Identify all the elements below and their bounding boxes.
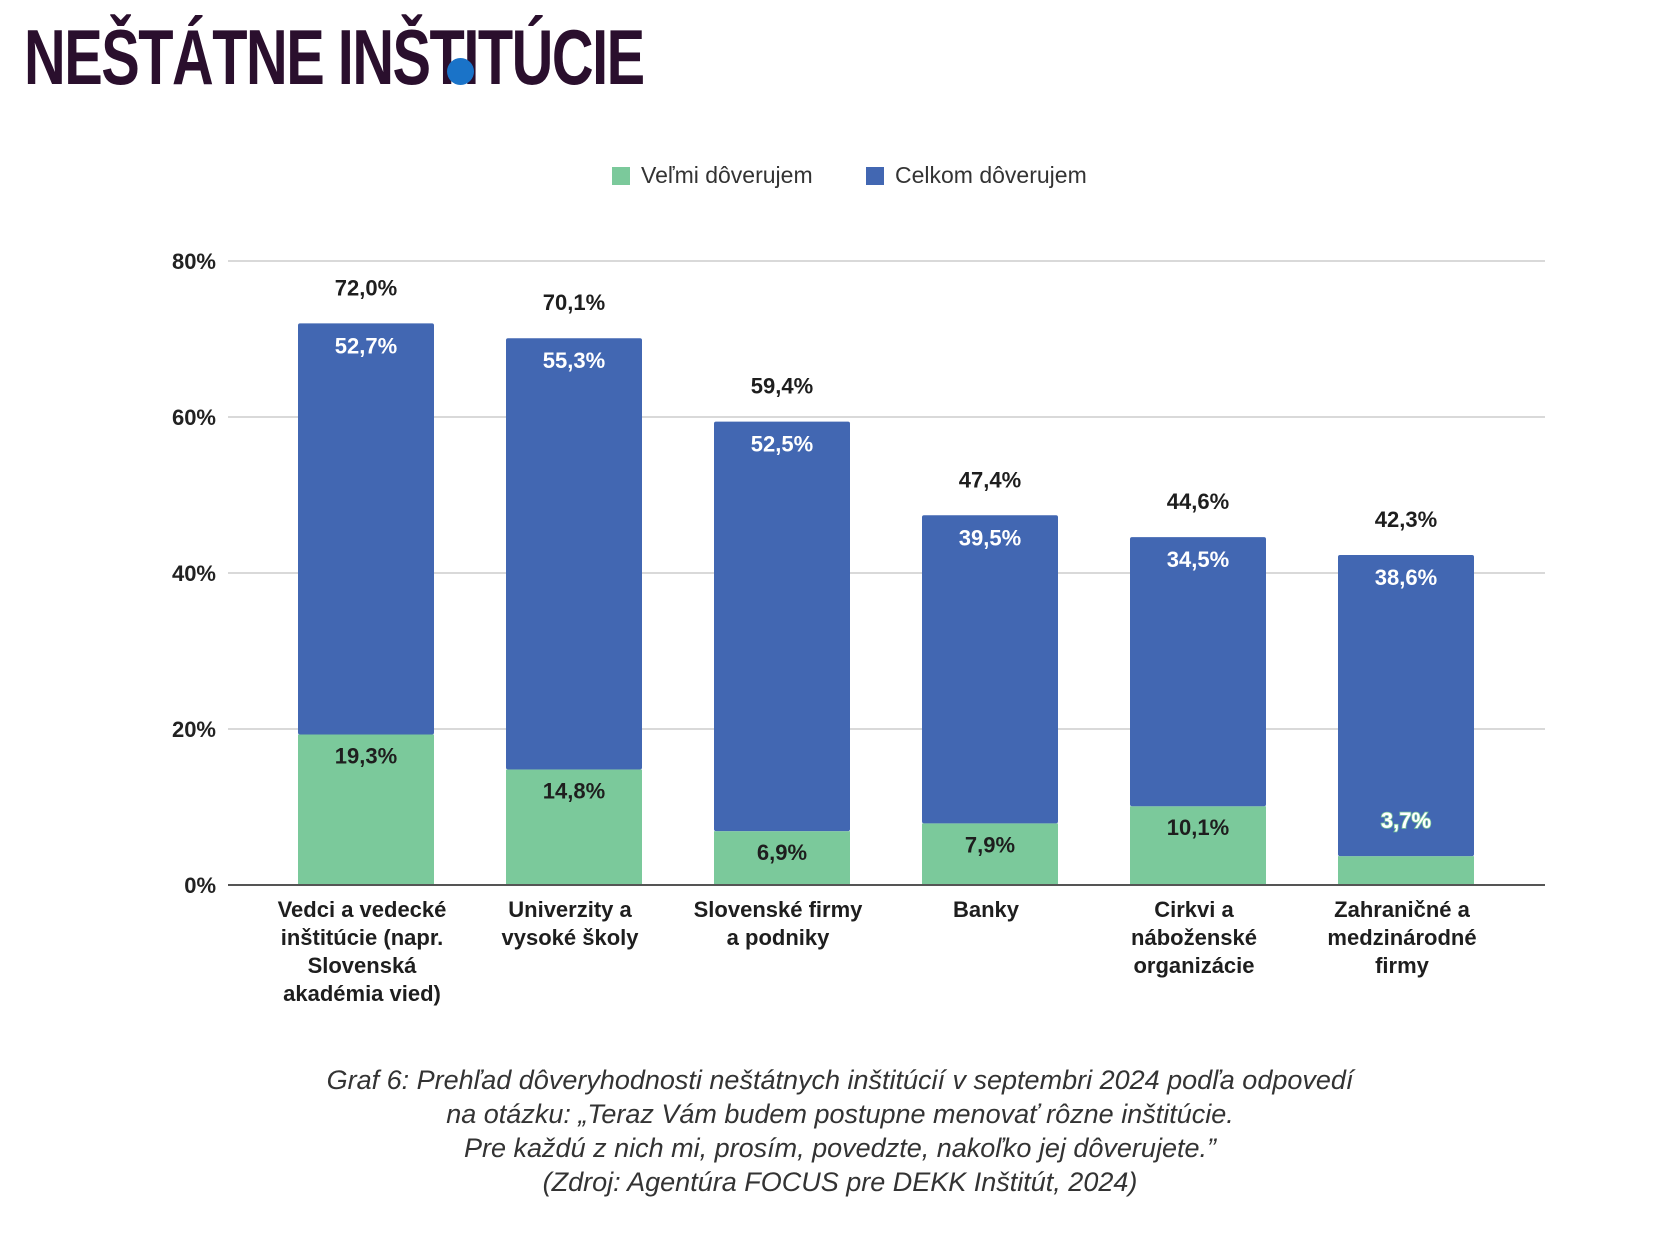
x-tick-label: Zahraničné a — [1334, 897, 1470, 922]
x-tick-label: Slovenská — [308, 953, 418, 978]
legend-label: Celkom dôverujem — [895, 162, 1087, 188]
y-tick-label: 60% — [172, 405, 216, 430]
data-label-total: 44,6% — [1167, 489, 1229, 514]
data-label-total: 72,0% — [335, 275, 397, 300]
data-label-rather-trust: 52,5% — [751, 432, 813, 457]
bar-rather-trust — [506, 338, 642, 770]
data-label-rather-trust: 39,5% — [959, 525, 1021, 550]
x-tick-label: akadémia vied) — [283, 981, 441, 1006]
caption-line-3: Pre každú z nich mi, prosím, povedzte, n… — [464, 1133, 1216, 1163]
page-heading: NEŠTÁTNE INŠTITÚCIE — [24, 6, 861, 96]
x-tick-label: Slovenské firmy — [694, 897, 864, 922]
x-tick-label: vysoké školy — [502, 925, 640, 950]
caption-line-4: (Zdroj: Agentúra FOCUS pre DEKK Inštitút… — [542, 1167, 1138, 1197]
data-label-rather-trust: 38,6% — [1375, 565, 1437, 590]
bar-very-trust — [1130, 806, 1266, 885]
caption-line-2: na otázku: „Teraz Vám budem postupne men… — [446, 1099, 1234, 1129]
data-label-total: 59,4% — [751, 374, 813, 399]
data-label-rather-trust: 52,7% — [335, 333, 397, 358]
data-label-very-trust: 19,3% — [335, 743, 397, 768]
legend-swatch — [612, 167, 630, 185]
y-tick-label: 0% — [184, 873, 216, 898]
data-label-total: 42,3% — [1375, 507, 1437, 532]
x-tick-label: Banky — [953, 897, 1020, 922]
data-label-rather-trust: 34,5% — [1167, 547, 1229, 572]
x-tick-label: medzinárodné — [1327, 925, 1476, 950]
data-label-very-trust: 7,9% — [965, 832, 1015, 857]
bar-very-trust — [298, 734, 434, 885]
bar-very-trust — [714, 831, 850, 885]
bar-rather-trust — [1338, 555, 1474, 857]
data-label-rather-trust: 55,3% — [543, 348, 605, 373]
data-label-very-trust: 10,1% — [1167, 815, 1229, 840]
bar-very-trust — [922, 823, 1058, 885]
x-tick-label: Univerzity a — [508, 897, 632, 922]
bar-rather-trust — [922, 515, 1058, 824]
data-label-very-trust: 14,8% — [543, 779, 605, 804]
heading-accent-dot — [447, 58, 474, 85]
legend-label: Veľmi dôverujem — [641, 162, 813, 188]
data-label-very-trust: 6,9% — [757, 840, 807, 865]
x-tick-label: firmy — [1375, 953, 1430, 978]
x-tick-label: Vedci a vedecké — [278, 897, 447, 922]
x-tick-label: Cirkvi a — [1154, 897, 1234, 922]
heading-text: NEŠTÁTNE INŠTITÚCIE — [24, 13, 645, 101]
data-label-very-trust: 3,7% — [1381, 808, 1431, 833]
bar-rather-trust — [1130, 537, 1266, 807]
caption-line-1: Graf 6: Prehľad dôveryhodnosti neštátnyc… — [326, 1065, 1354, 1095]
data-label-total: 47,4% — [959, 467, 1021, 492]
stacked-bar-chart: 0% 20% 40% 60% 80% 19,3% 52,7% 72,0% Vedci a ved… — [172, 162, 1545, 1006]
x-tick-label: inštitúcie (napr. — [281, 925, 444, 950]
legend-swatch — [866, 167, 884, 185]
y-tick-label: 40% — [172, 561, 216, 586]
data-label-total: 70,1% — [543, 290, 605, 315]
x-tick-label: organizácie — [1133, 953, 1254, 978]
y-tick-label: 20% — [172, 717, 216, 742]
bar-very-trust — [506, 769, 642, 885]
bar-rather-trust — [714, 421, 850, 832]
x-tick-label: náboženské — [1131, 925, 1257, 950]
x-tick-label: a podniky — [727, 925, 830, 950]
bar-very-trust — [1338, 856, 1474, 885]
bar-rather-trust — [298, 323, 434, 735]
y-tick-label: 80% — [172, 249, 216, 274]
